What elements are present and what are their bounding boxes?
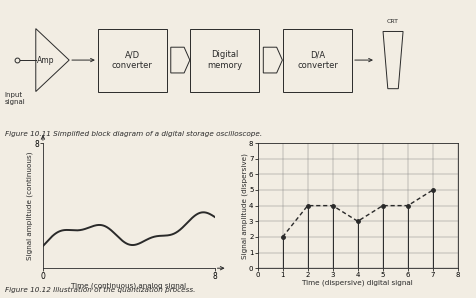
X-axis label: Time (continuous) analog signal: Time (continuous) analog signal bbox=[71, 283, 186, 289]
Polygon shape bbox=[382, 32, 402, 89]
Text: Figure 10.12 Illustration of the quantization process.: Figure 10.12 Illustration of the quantiz… bbox=[5, 287, 195, 293]
Y-axis label: Signal amplitude (dispersive): Signal amplitude (dispersive) bbox=[240, 153, 247, 259]
Polygon shape bbox=[263, 47, 282, 73]
Text: Digital
memory: Digital memory bbox=[207, 50, 242, 70]
Bar bbox=[190, 29, 259, 91]
Polygon shape bbox=[36, 29, 69, 91]
Bar bbox=[282, 29, 351, 91]
Polygon shape bbox=[170, 47, 189, 73]
Text: Amp: Amp bbox=[37, 55, 54, 65]
Text: Input
signal: Input signal bbox=[5, 91, 26, 105]
Text: CRT: CRT bbox=[386, 19, 398, 24]
X-axis label: Time (dispersive) digital signal: Time (dispersive) digital signal bbox=[302, 280, 412, 286]
Text: A/D
converter: A/D converter bbox=[112, 50, 152, 70]
Text: D/A
converter: D/A converter bbox=[297, 50, 337, 70]
Text: Figure 10.11 Simplified block diagram of a digital storage oscilloscope.: Figure 10.11 Simplified block diagram of… bbox=[5, 131, 261, 137]
Y-axis label: Signal amplitude (continuous): Signal amplitude (continuous) bbox=[26, 151, 32, 260]
Bar bbox=[98, 29, 167, 91]
